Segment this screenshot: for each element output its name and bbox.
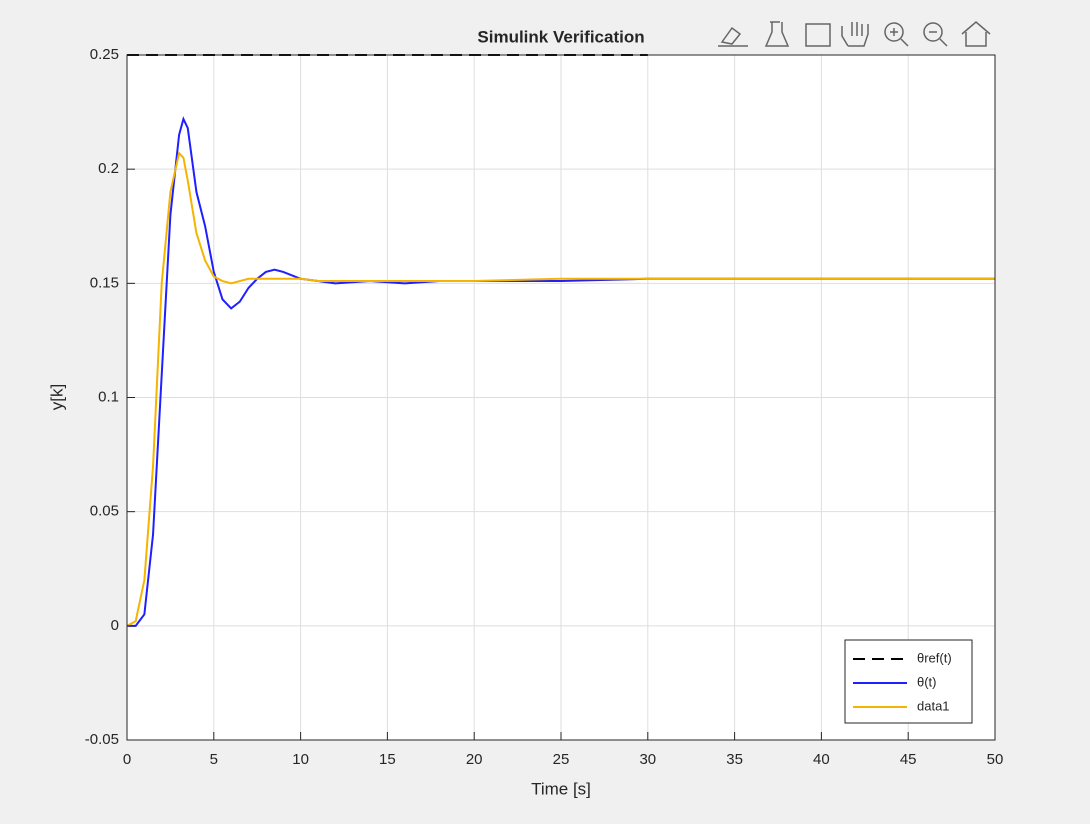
y-tick-label: -0.05 (85, 731, 119, 748)
x-tick-label: 25 (553, 751, 570, 768)
zoom-in-button[interactable] (884, 22, 904, 42)
legend-label: θref(t) (917, 650, 952, 665)
y-tick-label: 0 (111, 617, 119, 634)
x-tick-label: 30 (639, 751, 656, 768)
series-line (126, 151, 995, 627)
y-tick-label: 0.05 (90, 503, 119, 520)
home-button[interactable] (961, 21, 991, 47)
x-tick-label: 45 (900, 751, 917, 768)
x-tick-label: 20 (466, 751, 483, 768)
y-axis-label: y[k] (47, 384, 66, 410)
toolbar (718, 21, 991, 47)
x-tick-label: 10 (292, 751, 309, 768)
pan-button[interactable] (841, 22, 869, 47)
zoom-out-button[interactable] (923, 22, 943, 42)
x-tick-label: 15 (379, 751, 396, 768)
x-axis-label: Time [s] (531, 779, 591, 798)
x-tick-label: 50 (987, 751, 1004, 768)
brush-button[interactable] (718, 26, 748, 47)
x-tick-label: 40 (813, 751, 830, 768)
legend-label: θ(t) (917, 674, 937, 689)
y-tick-label: 0.25 (90, 46, 119, 63)
x-tick-label: 0 (123, 751, 131, 768)
x-tick-label: 35 (726, 751, 743, 768)
datatip-button[interactable] (764, 21, 790, 47)
legend-label: data1 (917, 698, 950, 713)
y-tick-label: 0.15 (90, 274, 119, 291)
insert-button[interactable] (805, 23, 831, 47)
y-tick-label: 0.1 (98, 388, 119, 405)
chart-title: Simulink Verification (477, 27, 644, 46)
y-tick-label: 0.2 (98, 160, 119, 177)
legend-box (844, 639, 973, 724)
x-tick-label: 5 (210, 751, 218, 768)
